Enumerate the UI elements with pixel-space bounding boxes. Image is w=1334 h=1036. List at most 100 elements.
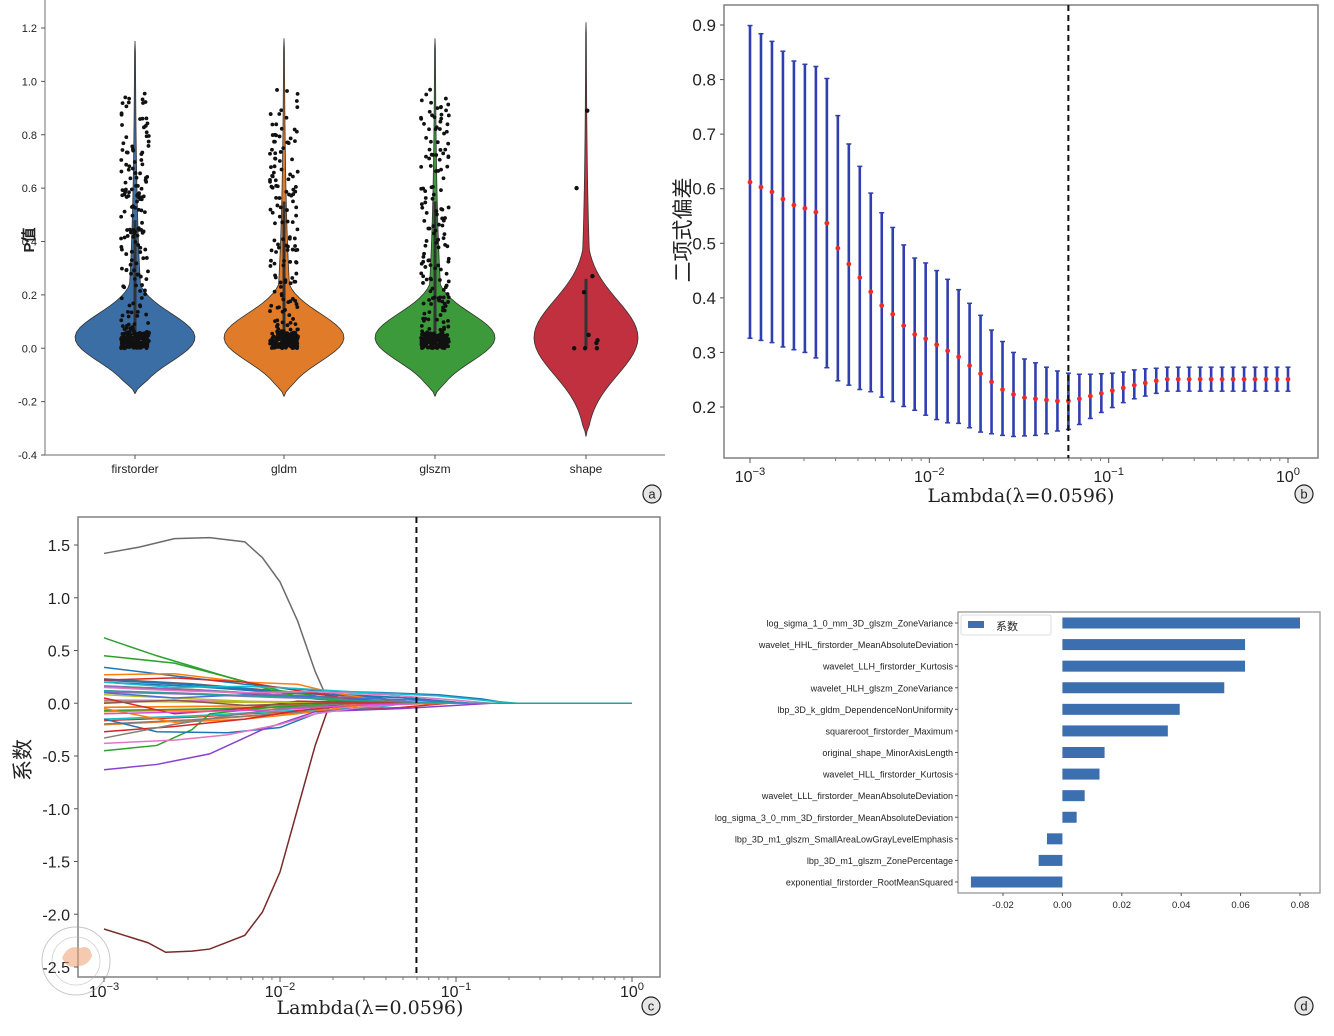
data-point xyxy=(438,119,443,124)
data-point xyxy=(139,197,144,202)
data-point xyxy=(269,184,274,189)
data-point xyxy=(446,295,451,300)
mean-marker xyxy=(1131,382,1137,388)
data-point xyxy=(129,271,133,276)
data-point xyxy=(132,322,137,327)
data-point xyxy=(441,176,446,181)
panel-b-xlabel: Lambda(λ=0.0596) xyxy=(928,485,1115,507)
x-tick-label: 10−1 xyxy=(441,981,472,1001)
data-point xyxy=(272,289,277,294)
data-point xyxy=(429,346,434,350)
data-point xyxy=(129,340,133,345)
data-point xyxy=(134,283,138,288)
data-point xyxy=(138,250,143,254)
data-point xyxy=(290,345,294,349)
data-point xyxy=(278,280,283,285)
mean-marker xyxy=(1033,396,1038,402)
data-point xyxy=(134,261,139,266)
data-point xyxy=(438,267,443,272)
data-point xyxy=(446,259,451,264)
data-point xyxy=(129,205,134,209)
y-tick-label: 1.0 xyxy=(48,591,70,608)
panel-b-ylabel: 二项式偏差 xyxy=(671,178,695,283)
mean-marker xyxy=(989,379,994,385)
data-point xyxy=(123,345,128,350)
data-point xyxy=(268,207,273,212)
mean-marker xyxy=(934,342,940,348)
data-point xyxy=(430,286,435,291)
data-point xyxy=(294,205,299,210)
mean-marker xyxy=(1285,376,1291,382)
y-tick-label: wavelet_LLH_firstorder_Kurtosis xyxy=(822,662,954,672)
data-point xyxy=(146,321,151,325)
data-point xyxy=(124,195,129,199)
bar xyxy=(1062,768,1100,780)
data-point xyxy=(439,105,443,109)
mean-marker xyxy=(1120,385,1126,391)
data-point xyxy=(120,148,125,152)
y-tick-label: 0.4 xyxy=(22,237,37,249)
data-point xyxy=(431,192,436,197)
data-point xyxy=(120,101,125,106)
data-point xyxy=(291,199,295,204)
data-point xyxy=(140,150,145,155)
bar xyxy=(1062,617,1300,629)
data-point xyxy=(275,203,280,208)
mean-marker xyxy=(1055,398,1060,404)
data-point xyxy=(281,237,285,242)
data-point xyxy=(133,171,138,175)
panel-c-frame xyxy=(77,516,661,978)
data-point xyxy=(437,333,442,338)
mean-marker xyxy=(879,303,885,308)
data-point xyxy=(140,283,144,287)
x-tick-label: glszm xyxy=(419,462,450,476)
data-point xyxy=(132,330,137,335)
data-point xyxy=(284,243,289,248)
mean-marker xyxy=(824,220,830,226)
data-point xyxy=(433,338,437,342)
data-point xyxy=(124,135,129,140)
data-point xyxy=(120,188,125,193)
data-point xyxy=(138,171,142,176)
data-point xyxy=(432,295,437,300)
panel-label: c xyxy=(648,999,655,1014)
data-point xyxy=(435,106,440,111)
mean-marker xyxy=(890,311,896,317)
mean-marker xyxy=(1044,397,1049,403)
data-point xyxy=(446,205,451,210)
data-point xyxy=(141,339,146,344)
data-point xyxy=(138,303,142,308)
panel-a-violin-plot: -0.4 -0.2 0.0 0.2 0.4 0.6 0.8 1.0 1.2 firstorder g… xyxy=(18,0,665,476)
data-point xyxy=(280,220,285,225)
data-point xyxy=(143,292,148,297)
data-point xyxy=(444,283,449,288)
data-point xyxy=(132,277,137,281)
data-point xyxy=(281,297,286,302)
data-point xyxy=(129,310,134,315)
data-point xyxy=(441,295,446,300)
mean-marker xyxy=(901,323,907,329)
data-point xyxy=(442,232,447,237)
data-point xyxy=(439,116,444,121)
data-point xyxy=(286,177,291,182)
mean-marker xyxy=(747,179,753,185)
data-point xyxy=(276,242,280,247)
data-point xyxy=(293,244,297,248)
data-point xyxy=(119,236,123,241)
mean-marker xyxy=(791,202,797,208)
data-point xyxy=(422,122,426,126)
data-point xyxy=(269,258,273,263)
data-point xyxy=(440,308,445,313)
data-point xyxy=(586,332,591,338)
watermark-seal-icon xyxy=(41,926,111,996)
data-point xyxy=(276,337,281,342)
y-tick-label: 0.6 xyxy=(692,180,716,199)
data-point xyxy=(123,95,128,100)
data-point xyxy=(443,96,448,101)
data-point xyxy=(136,243,141,247)
data-point xyxy=(146,269,150,274)
mean-marker xyxy=(1263,376,1269,382)
y-tick-label: -0.5 xyxy=(42,749,70,766)
data-point xyxy=(131,345,136,350)
